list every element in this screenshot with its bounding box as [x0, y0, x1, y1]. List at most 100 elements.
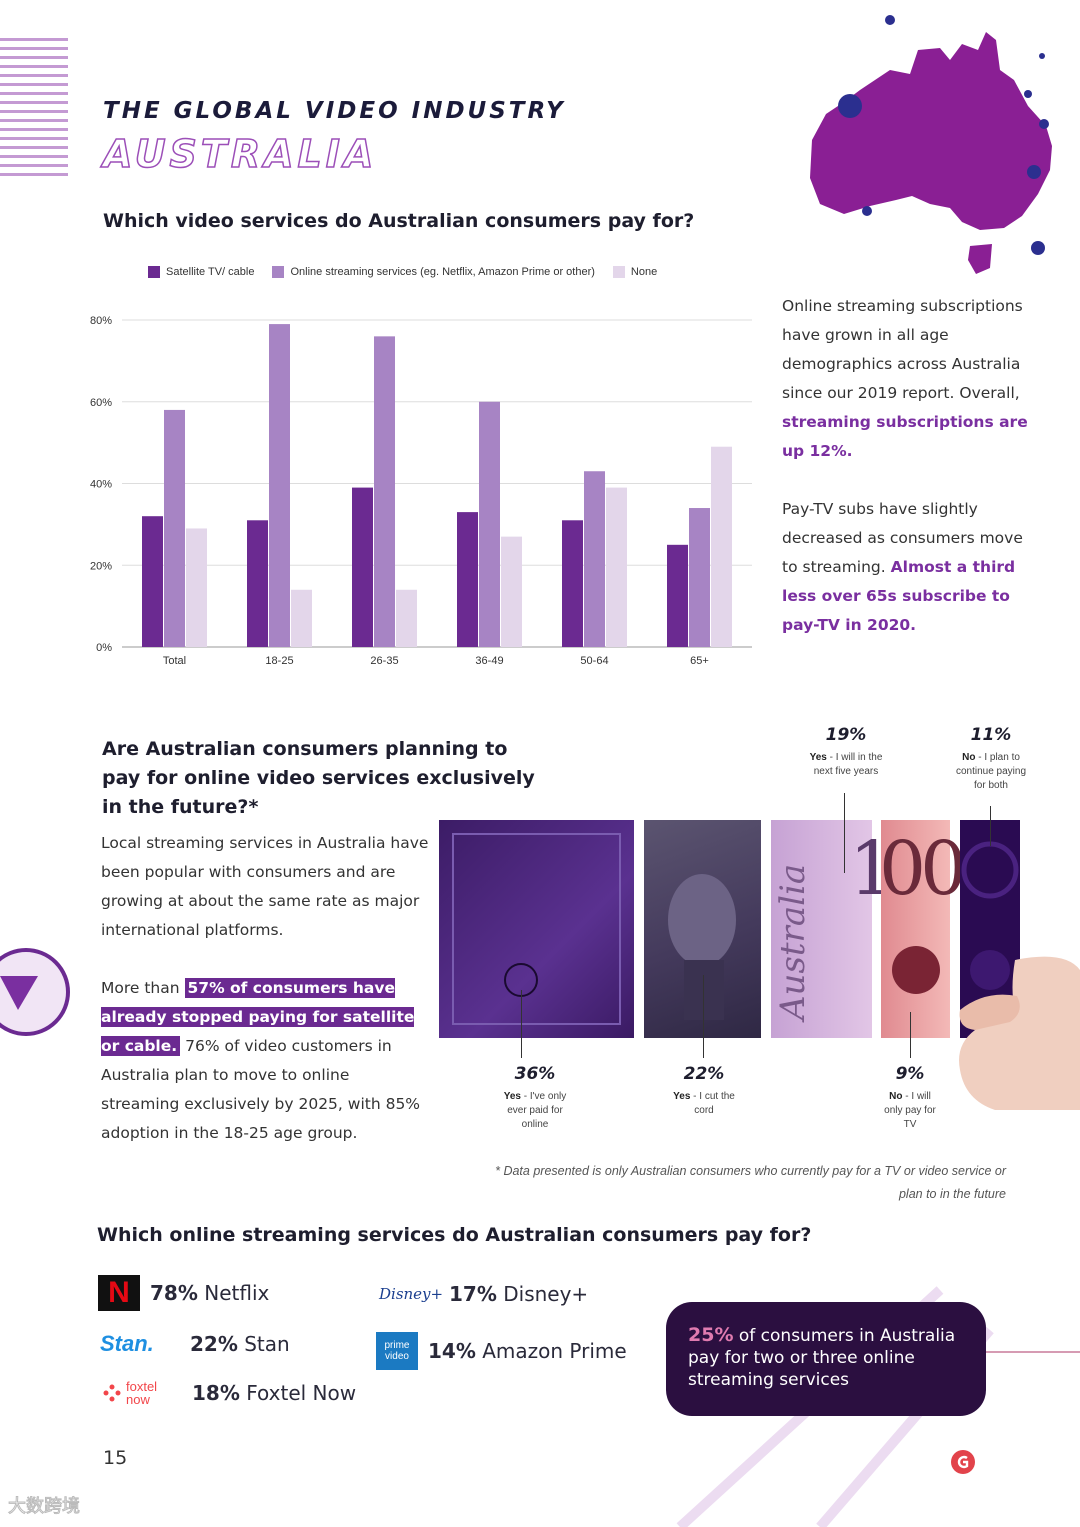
y-tick-label: 0% — [96, 642, 112, 654]
chart-bar — [291, 589, 312, 647]
x-tick-label: 65+ — [690, 655, 709, 667]
x-tick-label: 26-35 — [370, 655, 398, 667]
chart-bar — [479, 401, 500, 647]
footnote: * Data presented is only Australian cons… — [495, 1164, 1006, 1201]
section2-paragraph-2: More than 57% of consumers have already … — [101, 974, 423, 1148]
page-number: 15 — [103, 1447, 128, 1469]
service-stan: Stan. 22% Stan — [100, 1331, 290, 1357]
sidebar-highlight: Almost a third less over 65s subscribe t… — [782, 558, 1016, 634]
stat-percent: 19% — [825, 725, 867, 745]
service-name: Foxtel Now — [246, 1381, 357, 1405]
service-percent: 22% — [190, 1332, 238, 1356]
chart-legend: Satellite TV/ cable Online streaming ser… — [148, 266, 657, 278]
x-tick-label: 18-25 — [265, 655, 293, 667]
netflix-logo-icon: N — [98, 1275, 140, 1311]
sidebar-text: Online streaming subscriptions have grow… — [782, 297, 1023, 402]
stat-percent: 36% — [514, 1064, 556, 1084]
service-disney: Disney+ 17% Disney+ — [379, 1282, 588, 1306]
para-text: More than — [101, 979, 180, 997]
section1-sidebar: Online streaming subscriptions have grow… — [782, 292, 1042, 640]
legend-label: None — [630, 266, 658, 278]
service-percent: 78% — [150, 1281, 198, 1305]
chart-bar — [711, 446, 732, 647]
banknote-strip-4: 00 — [879, 820, 967, 1038]
chart-bar — [667, 544, 688, 647]
sidebar-paragraph-1: Online streaming subscriptions have grow… — [782, 292, 1042, 466]
stat-label: Yes - I will in the next five years — [809, 752, 883, 777]
map-dot — [862, 206, 872, 216]
hand-image — [959, 956, 1080, 1110]
play-circle-icon — [0, 948, 70, 1036]
service-netflix: N 78% Netflix — [98, 1275, 269, 1311]
streaming-callout: 25% of consumers in Australia pay for tw… — [666, 1302, 986, 1416]
sidebar-highlight: streaming subscriptions are up 12%. — [782, 413, 1028, 460]
sidebar-text: Pay-TV subs have slightly decreased as c… — [782, 500, 1023, 576]
legend-swatch — [148, 266, 160, 278]
watermark: 大数跨境 — [8, 1496, 81, 1518]
legend-label: Online streaming services (eg. Netflix, … — [290, 266, 595, 278]
service-percent: 18% — [192, 1381, 240, 1405]
header-stripes — [0, 38, 68, 178]
map-dot — [1039, 53, 1045, 59]
chart-bar — [374, 336, 395, 647]
stat-leader — [521, 990, 522, 1058]
sidebar-paragraph-2: Pay-TV subs have slightly decreased as c… — [782, 495, 1042, 640]
stat-label: No - I will only pay for TV — [884, 1091, 936, 1130]
service-name: Netflix — [204, 1281, 270, 1305]
chart-bar — [584, 471, 605, 647]
x-tick-label: 50-64 — [580, 655, 608, 667]
service-name: Amazon Prime — [482, 1339, 627, 1363]
map-dot — [1039, 119, 1049, 129]
legend-item: Satellite TV/ cable — [148, 266, 254, 278]
legend-swatch — [272, 266, 285, 278]
service-name: Disney+ — [503, 1282, 589, 1306]
x-tick-label: Total — [163, 655, 186, 667]
map-dot — [1027, 165, 1041, 179]
stat-19: 19% Yes - I will in the next five years — [806, 725, 886, 779]
report-kicker: THE GLOBAL VIDEO INDUSTRY — [103, 98, 566, 124]
map-dot — [1031, 241, 1045, 255]
stat-9: 9% No - I will only pay for TV — [881, 1064, 939, 1132]
brand-logo-icon — [951, 1450, 975, 1474]
stat-36: 36% Yes - I've only ever paid for online — [495, 1064, 575, 1132]
banknote-strip-3: Australia 1 — [771, 820, 896, 1038]
banknote-emblem — [892, 946, 940, 994]
chart-bar — [501, 536, 522, 647]
chart-bar — [142, 516, 163, 647]
chart-bar — [396, 589, 417, 647]
service-foxtel: foxtel now 18% Foxtel Now — [102, 1380, 356, 1406]
section1-question: Which video services do Australian consu… — [103, 210, 695, 232]
x-tick-label: 36-49 — [475, 655, 503, 667]
para-text: 76% of video customers in Australia plan… — [101, 1037, 421, 1142]
legend-swatch — [612, 266, 625, 278]
banknote-text: Australia — [773, 863, 813, 1020]
legend-item: Online streaming services (eg. Netflix, … — [272, 266, 595, 278]
australia-mainland — [810, 32, 1052, 230]
stat-11: 11% No - I plan to continue paying for b… — [950, 725, 1032, 793]
chart-bar — [606, 487, 627, 647]
tasmania — [968, 244, 992, 274]
service-prime: prime video 14% Amazon Prime — [376, 1332, 627, 1370]
stat-leader — [844, 793, 845, 873]
stat-leader — [990, 806, 991, 846]
foxtel-logo-icon: foxtel now — [102, 1380, 182, 1406]
stat-leader — [910, 1012, 911, 1058]
chart-bar — [562, 520, 583, 647]
banknote-digits: 00 — [879, 826, 967, 912]
stat-label: Yes - I cut the cord — [673, 1091, 735, 1116]
section2-question: Are Australian consumers planning to pay… — [102, 738, 535, 818]
portrait-pattern — [668, 874, 736, 1020]
chart-bar — [164, 409, 185, 647]
chart-bar — [269, 324, 290, 647]
service-name: Stan — [244, 1332, 290, 1356]
section2-paragraph-1: Local streaming services in Australia ha… — [101, 834, 429, 939]
bar-chart: 0% 20% 40% 60% 80% Total 18-25 26-35 36-49 50-64 6… — [90, 315, 752, 667]
stat-percent: 9% — [895, 1064, 925, 1084]
stat-label: No - I plan to continue paying for both — [955, 752, 1027, 791]
service-percent: 14% — [428, 1339, 476, 1363]
callout-text: of consumers in Australia pay for two or… — [688, 1326, 956, 1390]
banknote-pattern — [452, 833, 621, 1025]
stat-percent: 11% — [970, 725, 1012, 745]
stat-label: Yes - I've only ever paid for online — [503, 1091, 567, 1130]
legend-label: Satellite TV/ cable — [166, 266, 255, 278]
